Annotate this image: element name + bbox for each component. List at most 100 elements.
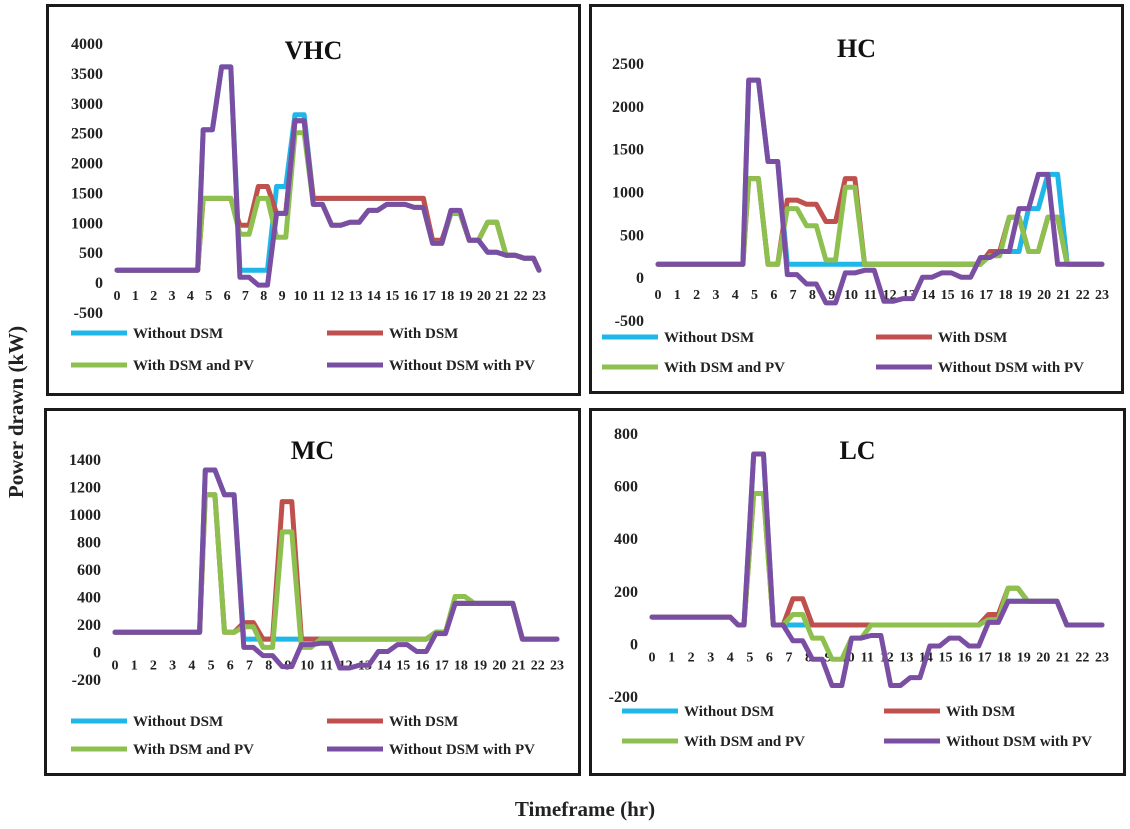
legend-label: Without DSM [133, 326, 223, 342]
x-tick-label: 17 [979, 288, 993, 303]
series-line-with-dsm [112, 492, 560, 642]
x-tick-label: 14 [377, 659, 391, 674]
legend-label: With DSM and PV [133, 358, 254, 374]
y-tick-label: 1400 [69, 452, 101, 469]
y-tick-label: 4000 [71, 36, 103, 53]
x-tick-label: 17 [435, 659, 449, 674]
legend-label: Without DSM with PV [389, 358, 535, 374]
x-tick-label: 9 [279, 289, 286, 304]
x-tick-label: 13 [349, 289, 363, 304]
y-tick-label: 200 [614, 584, 638, 601]
x-tick-label: 23 [532, 289, 546, 304]
x-tick-label: 20 [477, 289, 491, 304]
x-tick-label: 18 [440, 289, 454, 304]
series-line-with-dsm [114, 118, 542, 273]
x-tick-label: 0 [114, 289, 121, 304]
x-tick-label: 10 [300, 659, 314, 674]
y-tick-label: 400 [614, 531, 638, 548]
y-tick-label: 800 [614, 426, 638, 443]
x-tick-label: 9 [825, 650, 832, 665]
x-tick-label: 15 [385, 289, 399, 304]
x-axis-title: Timeframe (hr) [514, 797, 656, 821]
y-tick-label: 500 [620, 227, 644, 244]
y-tick-label: 2000 [71, 156, 103, 173]
x-tick-label: 8 [260, 289, 267, 304]
chart-title: MC [291, 436, 334, 465]
x-tick-label: 17 [978, 650, 992, 665]
x-tick-label: 3 [707, 650, 714, 665]
panel-hc: HC -500 0 500 1000 1500 2000 2500 0 1 2 3 4 5 6 7 8 9 10 11… [589, 4, 1124, 394]
y-tick-label: 1500 [71, 185, 103, 202]
legend-label: With DSM [389, 714, 458, 730]
x-tick-label: 4 [187, 289, 194, 304]
chart-title: LC [839, 436, 875, 465]
x-tick-label: 10 [844, 288, 858, 303]
y-tick-label: 1000 [612, 185, 644, 202]
x-tick-label: 2 [150, 659, 157, 674]
series-line-without-dsm-with-pv [114, 64, 542, 288]
x-tick-label: 16 [958, 650, 972, 665]
y-tick-label: 500 [79, 245, 103, 262]
legend-label: Without DSM with PV [946, 734, 1092, 750]
y-tick-label: -200 [72, 672, 101, 689]
legend-label: Without DSM with PV [389, 742, 535, 758]
x-tick-label: 22 [1076, 288, 1090, 303]
x-tick-label: 4 [188, 659, 195, 674]
x-tick-label: 5 [746, 650, 753, 665]
y-tick-label: 2500 [612, 56, 644, 73]
y-axis-title: Power drawn (kW) [4, 326, 28, 498]
x-tick-label: 6 [227, 659, 234, 674]
y-tick-label: 2500 [71, 126, 103, 143]
y-tick-label: 0 [95, 275, 103, 292]
x-tick-label: 1 [674, 288, 681, 303]
x-tick-label: 18 [454, 659, 468, 674]
y-tick-label: 3500 [71, 66, 103, 83]
legend-label: Without DSM [664, 330, 754, 346]
series-line-without-dsm-with-pv [655, 77, 1105, 306]
x-tick-label: 7 [790, 288, 797, 303]
x-tick-label: 21 [1056, 650, 1070, 665]
series-line-without-dsm-with-pv [112, 467, 560, 671]
x-tick-label: 18 [998, 288, 1012, 303]
x-tick-label: 19 [473, 659, 487, 674]
x-tick-label: 7 [242, 289, 249, 304]
x-tick-label: 5 [751, 288, 758, 303]
chart-title: VHC [285, 36, 343, 65]
y-tick-label: -200 [609, 689, 638, 706]
y-tick-label: 0 [630, 636, 638, 653]
x-tick-label: 1 [131, 659, 138, 674]
x-tick-label: 21 [495, 289, 509, 304]
legend-label: With DSM and PV [133, 742, 254, 758]
legend-label: Without DSM with PV [938, 360, 1084, 376]
x-tick-label: 8 [805, 650, 812, 665]
x-tick-label: 5 [208, 659, 215, 674]
y-tick-label: 400 [77, 590, 101, 607]
y-tick-label: 3000 [71, 96, 103, 113]
series-line-without-dsm-with-pv [649, 451, 1105, 688]
x-tick-label: 15 [941, 288, 955, 303]
series-line-without-dsm [112, 467, 560, 642]
y-tick-label: 800 [77, 535, 101, 552]
x-tick-label: 2 [688, 650, 695, 665]
series-line-with-dsm-and-pv [655, 176, 1105, 267]
x-tick-label: 5 [205, 289, 212, 304]
x-tick-label: 16 [404, 289, 418, 304]
x-tick-label: 23 [1095, 650, 1109, 665]
x-tick-label: 1 [132, 289, 139, 304]
x-tick-label: 11 [864, 288, 877, 303]
x-tick-label: 3 [169, 289, 176, 304]
x-tick-label: 18 [997, 650, 1011, 665]
x-tick-label: 22 [1075, 650, 1089, 665]
y-tick-label: 1000 [69, 507, 101, 524]
y-tick-label: 1200 [69, 480, 101, 497]
series-line-without-dsm [655, 77, 1105, 267]
x-tick-label: 2 [693, 288, 700, 303]
legend-label: Without DSM [133, 714, 223, 730]
y-tick-label: 1500 [612, 142, 644, 159]
legend-label: With DSM [946, 704, 1015, 720]
series-line-with-dsm [649, 491, 1105, 628]
x-tick-label: 20 [492, 659, 506, 674]
